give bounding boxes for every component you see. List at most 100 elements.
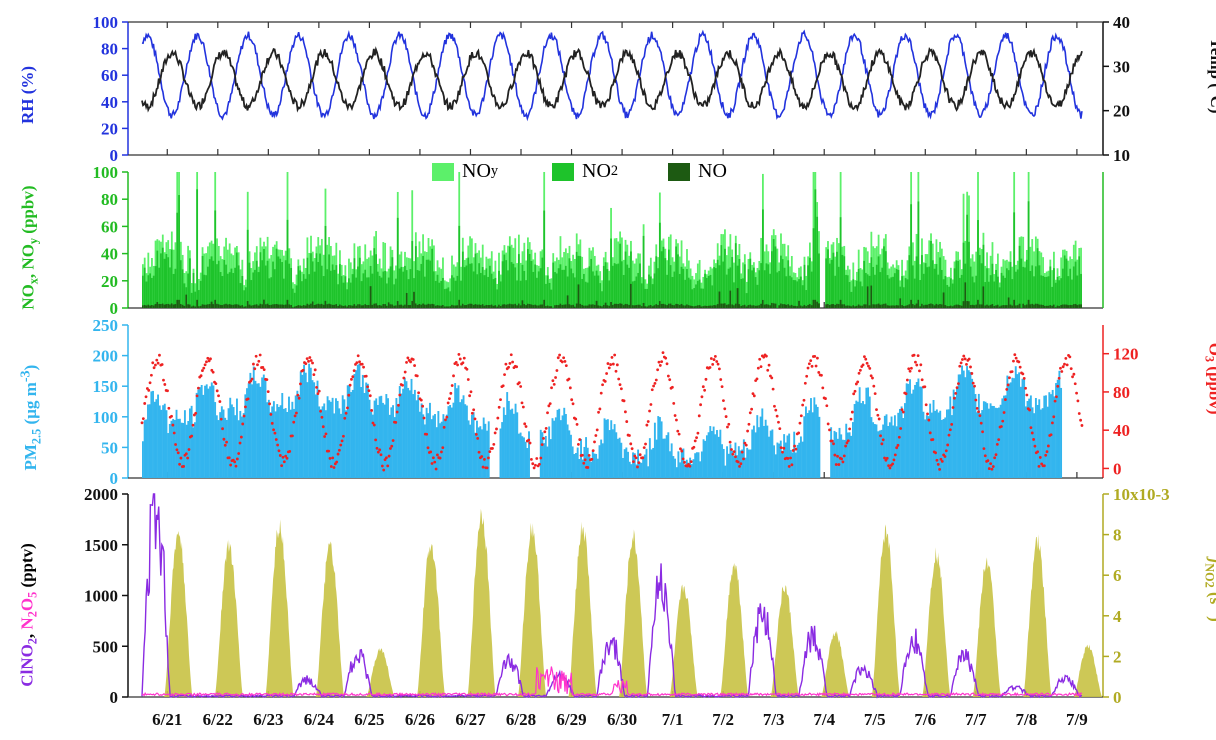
o3-point xyxy=(803,381,807,385)
pm25-bar xyxy=(873,424,876,478)
no2-bar xyxy=(832,252,835,308)
o3-point xyxy=(884,458,888,462)
no-bar xyxy=(1067,305,1070,308)
pm25-bar xyxy=(445,414,448,478)
no-bar xyxy=(451,304,453,308)
no-bar xyxy=(588,304,591,308)
pm25-bar xyxy=(939,410,942,478)
o3-point xyxy=(824,397,827,400)
pm25-bar xyxy=(667,432,670,478)
no2-bar xyxy=(344,276,347,308)
o3-point xyxy=(167,406,171,410)
pm25-bar xyxy=(635,464,638,478)
no-bar xyxy=(904,305,907,308)
no-bar xyxy=(968,301,970,308)
pm25-bar xyxy=(482,417,485,478)
no2-bar xyxy=(272,261,274,308)
o3-point xyxy=(312,373,316,377)
jno2-area xyxy=(315,541,345,697)
pm25-bar xyxy=(627,451,629,478)
no2-bar xyxy=(762,209,764,308)
pm25-bar xyxy=(714,434,717,478)
pm25-bar xyxy=(407,387,410,478)
o3-point xyxy=(877,417,881,421)
no2-bar xyxy=(966,214,969,308)
no2-bar xyxy=(633,280,636,308)
pm25-bar xyxy=(793,431,796,478)
no-bar xyxy=(559,303,562,308)
o3-point xyxy=(1032,438,1036,441)
no-bar xyxy=(705,305,708,308)
o3-point xyxy=(163,383,167,386)
no-bar xyxy=(1071,305,1073,308)
o3-point xyxy=(939,457,943,461)
pm25-bar xyxy=(324,410,327,478)
o3-point xyxy=(542,436,545,440)
o3-point xyxy=(1064,356,1068,360)
o3-point xyxy=(764,354,768,358)
pm25-bar xyxy=(388,414,391,478)
o3-point xyxy=(987,467,991,470)
no-bar xyxy=(550,306,553,308)
y-tick-label-right: 0 xyxy=(1113,459,1122,478)
no2-bar xyxy=(196,189,199,308)
no-bar xyxy=(763,304,766,308)
no-bar xyxy=(221,305,224,308)
pm25-bar xyxy=(435,427,438,478)
no2-bar xyxy=(346,289,349,308)
no-bar xyxy=(698,305,701,308)
no2-bar xyxy=(926,267,929,308)
no2-bar xyxy=(1042,275,1044,308)
no2-bar xyxy=(199,280,202,308)
no2-bar xyxy=(606,269,609,308)
no2-bar xyxy=(505,260,508,308)
no2-bar xyxy=(637,272,640,308)
pm25-bar xyxy=(335,398,337,478)
no-bar xyxy=(534,304,537,308)
y-tick-label-left: 1500 xyxy=(84,536,118,555)
o3-point xyxy=(362,365,365,369)
no2-bar xyxy=(776,272,779,308)
no2-bar xyxy=(458,225,461,308)
pm25-bar xyxy=(949,396,952,478)
y-tick-label-left: 80 xyxy=(101,190,118,209)
o3-point xyxy=(214,382,218,386)
no-bar xyxy=(387,302,390,308)
no-bar xyxy=(859,305,862,308)
pm25-bar xyxy=(358,363,361,478)
no2-bar xyxy=(463,267,466,308)
no2-bar xyxy=(863,260,866,308)
no-bar xyxy=(308,304,311,308)
pm25-bar xyxy=(942,419,945,478)
pm25-bar xyxy=(402,388,405,478)
o3-point xyxy=(296,393,300,397)
pm25-bar xyxy=(771,429,774,478)
x-tick-label: 6/23 xyxy=(253,710,283,729)
no2-bar xyxy=(949,278,952,308)
no2-bar xyxy=(660,251,663,308)
no2-bar xyxy=(275,248,278,308)
o3-point xyxy=(442,425,446,429)
o3-point xyxy=(646,420,650,423)
o3-point xyxy=(816,356,819,360)
o3-point xyxy=(1080,424,1084,427)
no2-bar xyxy=(588,266,591,308)
pm25-bar xyxy=(267,399,270,478)
no-bar xyxy=(993,305,996,308)
pm25-bar xyxy=(749,449,752,478)
no2-bar xyxy=(617,263,620,308)
no2-bar xyxy=(626,264,629,308)
o3-point xyxy=(777,420,780,424)
pm25-bar xyxy=(558,408,561,478)
no-bar xyxy=(499,305,502,308)
pm25-bar xyxy=(460,399,463,478)
no-bar xyxy=(167,303,170,308)
no2-bar xyxy=(306,257,309,308)
o3-point xyxy=(554,376,557,379)
no2-bar xyxy=(454,280,457,308)
no2-bar xyxy=(780,255,782,308)
o3-point xyxy=(814,364,818,368)
no-bar xyxy=(579,303,582,308)
no2-bar xyxy=(745,293,748,308)
no-bar xyxy=(841,304,844,308)
